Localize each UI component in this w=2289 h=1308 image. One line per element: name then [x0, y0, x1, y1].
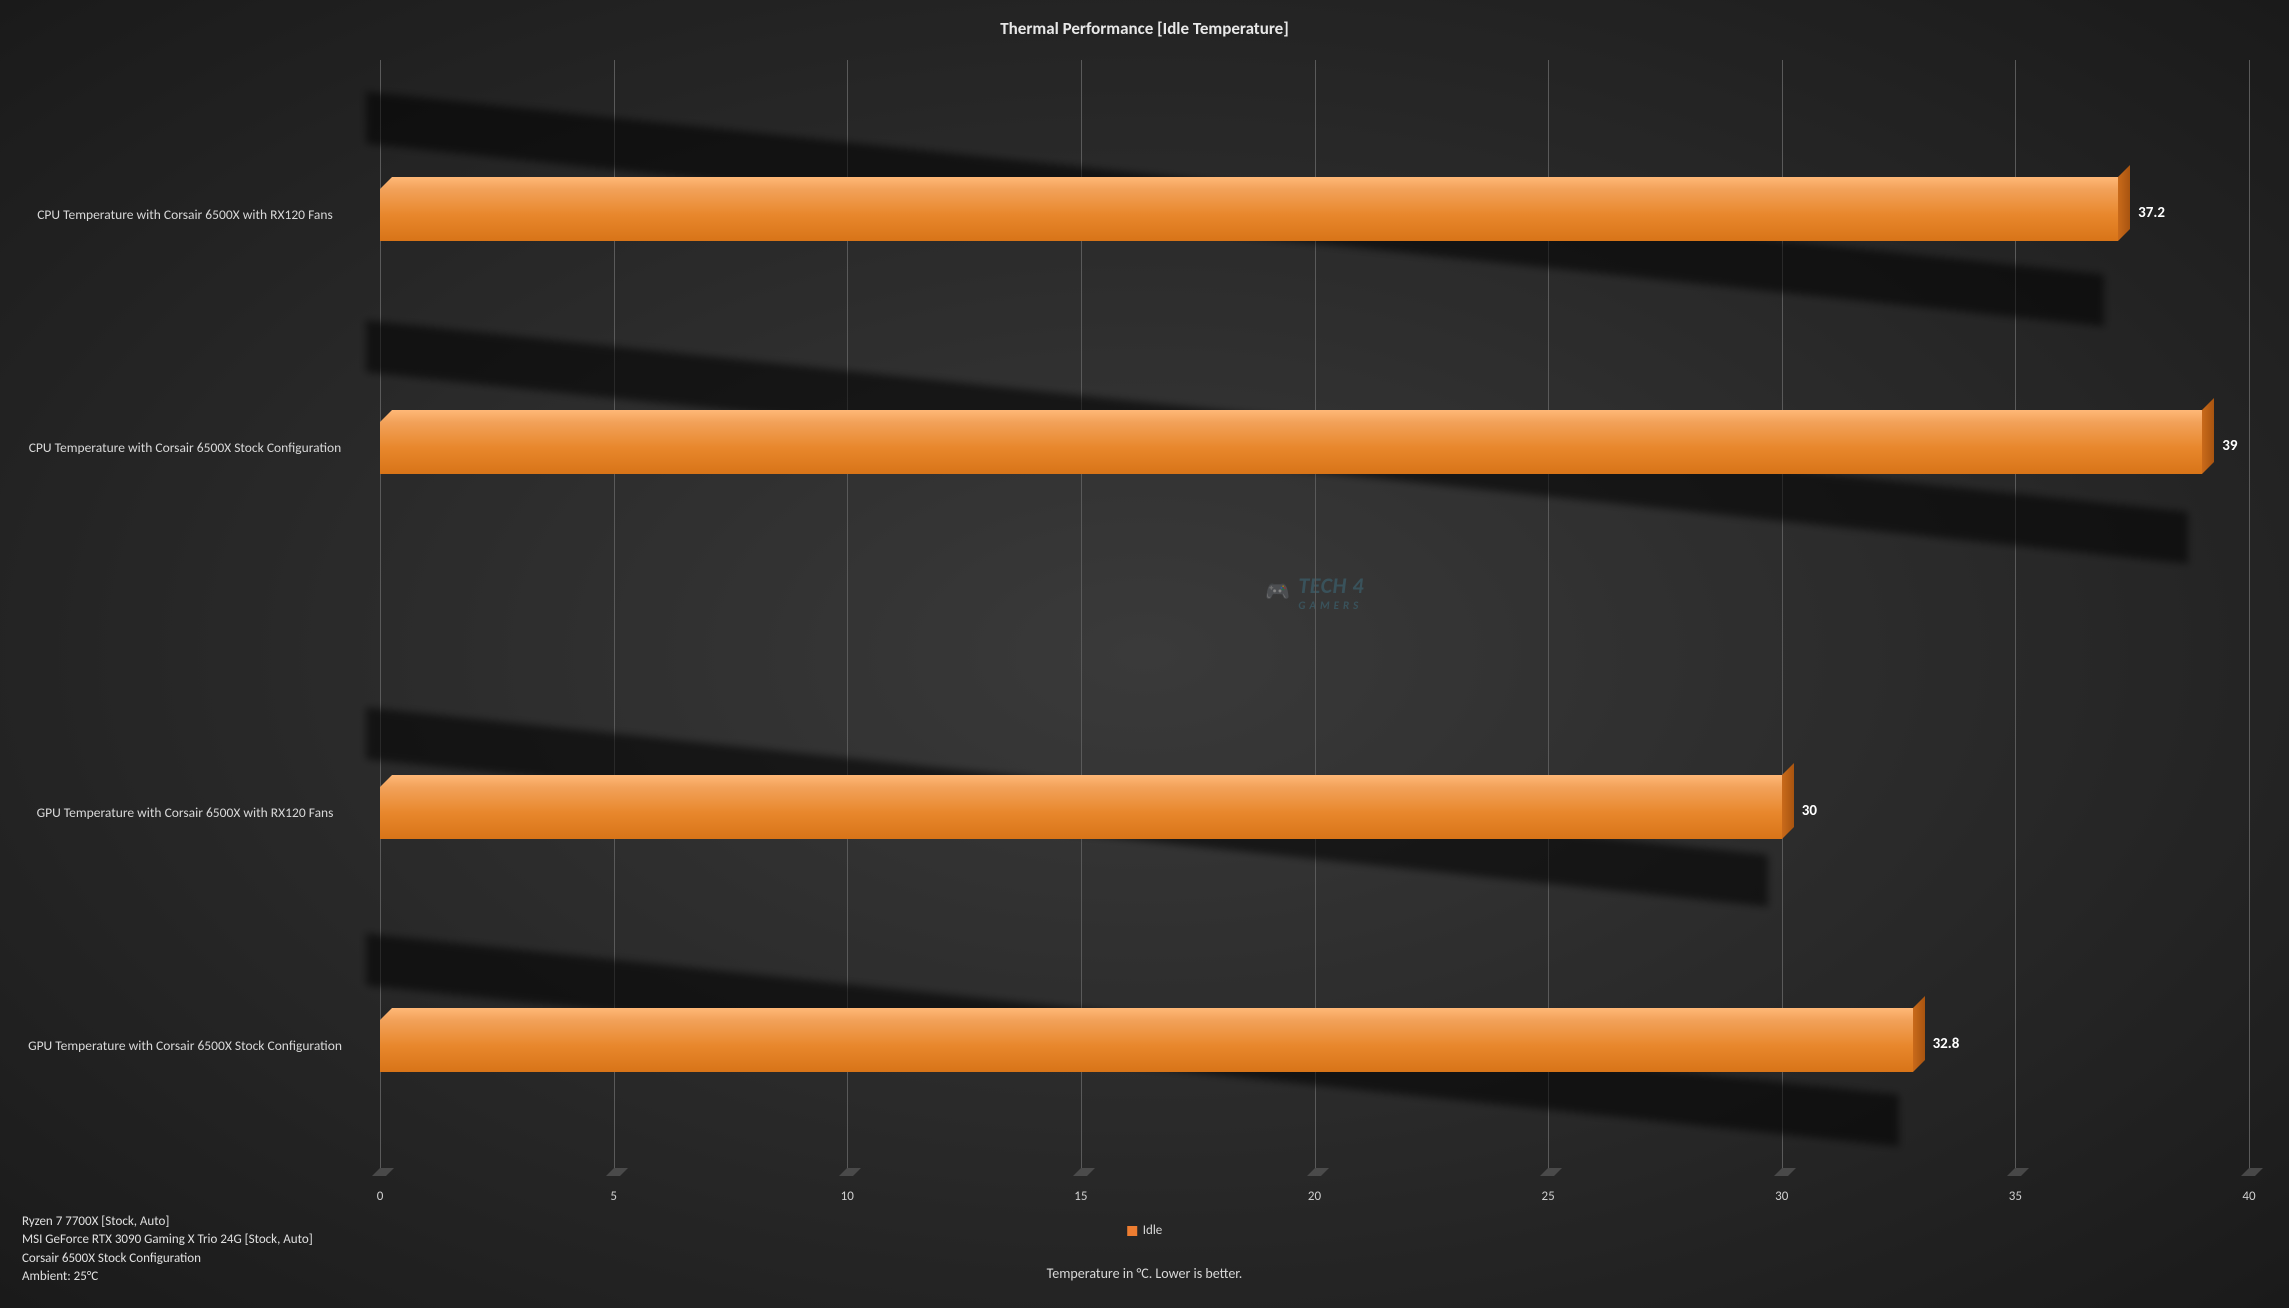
- plot-area: 🎮 TECH 4 GAMERS 051015202530354037.2CPU …: [380, 60, 2249, 1168]
- y-category-label: GPU Temperature with Corsair 6500X Stock…: [10, 1037, 360, 1055]
- bar-row: 30: [380, 787, 2249, 839]
- bar-row: 32.8: [380, 1020, 2249, 1072]
- bar-value-label: 30: [1802, 803, 1817, 821]
- bar-value-label: 39: [2222, 437, 2237, 455]
- bar-row: 37.2: [380, 189, 2249, 241]
- chart-title: Thermal Performance [Idle Temperature]: [0, 0, 2289, 39]
- bar: 37.2: [380, 189, 2118, 241]
- gamepad-icon: 🎮: [1265, 579, 1290, 604]
- x-tick-label: 30: [1775, 1189, 1788, 1204]
- watermark-line1: TECH 4: [1298, 572, 1364, 599]
- bar-row: 39: [380, 422, 2249, 474]
- bar: 32.8: [380, 1020, 1913, 1072]
- watermark-line2: GAMERS: [1298, 599, 1364, 612]
- y-category-label: CPU Temperature with Corsair 6500X Stock…: [10, 439, 360, 457]
- x-tick-label: 25: [1542, 1189, 1555, 1204]
- x-tick-label: 40: [2242, 1189, 2255, 1204]
- bar-value-label: 32.8: [1933, 1035, 1960, 1053]
- x-axis-caption: Temperature in °C. Lower is better.: [1047, 1265, 1243, 1282]
- x-tick-label: 5: [610, 1189, 617, 1204]
- footer-line: Corsair 6500X Stock Configuration: [22, 1250, 313, 1268]
- bar: 30: [380, 787, 1782, 839]
- y-category-label: GPU Temperature with Corsair 6500X with …: [10, 804, 360, 822]
- bar-value-label: 37.2: [2138, 204, 2165, 222]
- footer-line: Ryzen 7 7700X [Stock, Auto]: [22, 1213, 313, 1231]
- x-tick-label: 0: [377, 1189, 384, 1204]
- x-tick-label: 15: [1074, 1189, 1087, 1204]
- footer-line: MSI GeForce RTX 3090 Gaming X Trio 24G […: [22, 1231, 313, 1249]
- footer-specs: Ryzen 7 7700X [Stock, Auto]MSI GeForce R…: [22, 1213, 313, 1286]
- legend: Idle: [1127, 1223, 1163, 1238]
- legend-swatch: [1127, 1226, 1137, 1236]
- x-tick-label: 35: [2009, 1189, 2022, 1204]
- x-tick-label: 20: [1308, 1189, 1321, 1204]
- gridline: [2249, 60, 2250, 1168]
- footer-line: Ambient: 25°C: [22, 1268, 313, 1286]
- x-tick-label: 10: [841, 1189, 854, 1204]
- chart-container: Thermal Performance [Idle Temperature] 🎮…: [0, 0, 2289, 1308]
- bar: 39: [380, 422, 2202, 474]
- legend-label: Idle: [1143, 1223, 1163, 1238]
- y-category-label: CPU Temperature with Corsair 6500X with …: [10, 206, 360, 224]
